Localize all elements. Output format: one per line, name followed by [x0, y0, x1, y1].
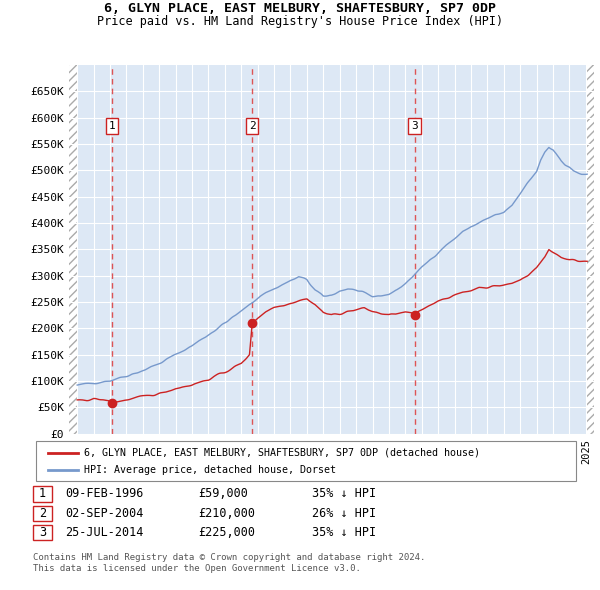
Text: £225,000: £225,000 [198, 526, 255, 539]
Bar [586, 65, 594, 434]
Text: Contains HM Land Registry data © Crown copyright and database right 2024.
This d: Contains HM Land Registry data © Crown c… [33, 553, 425, 573]
Text: 1: 1 [109, 121, 115, 131]
Text: 09-FEB-1996: 09-FEB-1996 [65, 487, 143, 500]
Text: 2: 2 [249, 121, 256, 131]
Text: 3: 3 [39, 526, 46, 539]
Text: 26% ↓ HPI: 26% ↓ HPI [312, 507, 376, 520]
Text: 6, GLYN PLACE, EAST MELBURY, SHAFTESBURY, SP7 0DP (detached house): 6, GLYN PLACE, EAST MELBURY, SHAFTESBURY… [84, 448, 480, 457]
Text: 25-JUL-2014: 25-JUL-2014 [65, 526, 143, 539]
Text: £210,000: £210,000 [198, 507, 255, 520]
Text: 6, GLYN PLACE, EAST MELBURY, SHAFTESBURY, SP7 0DP: 6, GLYN PLACE, EAST MELBURY, SHAFTESBURY… [104, 2, 496, 15]
Text: Price paid vs. HM Land Registry's House Price Index (HPI): Price paid vs. HM Land Registry's House … [97, 15, 503, 28]
Text: 35% ↓ HPI: 35% ↓ HPI [312, 526, 376, 539]
Bar [69, 65, 77, 434]
Text: 2: 2 [39, 507, 46, 520]
Text: 35% ↓ HPI: 35% ↓ HPI [312, 487, 376, 500]
Text: 02-SEP-2004: 02-SEP-2004 [65, 507, 143, 520]
Text: 3: 3 [411, 121, 418, 131]
Text: HPI: Average price, detached house, Dorset: HPI: Average price, detached house, Dors… [84, 466, 336, 475]
Text: 1: 1 [39, 487, 46, 500]
Text: £59,000: £59,000 [198, 487, 248, 500]
